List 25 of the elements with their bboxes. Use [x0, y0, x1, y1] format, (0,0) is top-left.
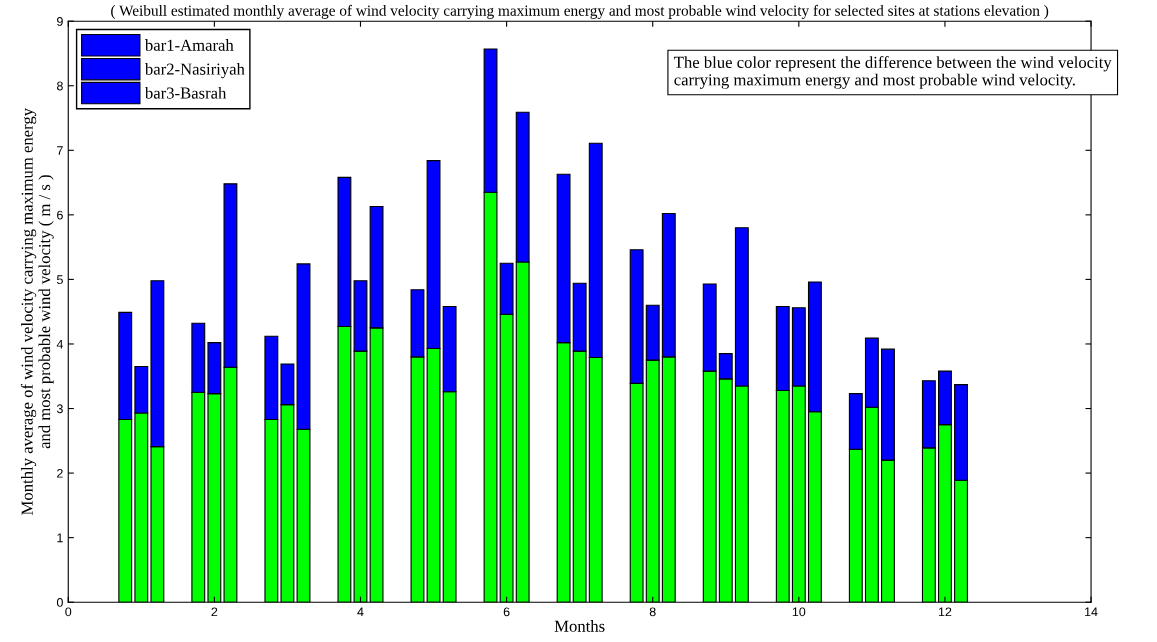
x-axis-title: Months — [554, 620, 605, 632]
x-tick-label: 12 — [938, 607, 952, 617]
x-tick-label: 14 — [1085, 607, 1098, 617]
y-tick-label: 5 — [56, 275, 63, 285]
y-tick-label: 9 — [57, 16, 63, 26]
legend-label: bar1-Amarah — [144, 39, 234, 51]
x-tick-label: 10 — [792, 607, 806, 617]
legend-label: bar3-Basrah — [144, 86, 227, 99]
y-tick-label: 1 — [57, 533, 63, 543]
y-axis-title: Monthly average of wind velocity carrying maximum energy and most probable wind velocity ( m / s ) — [20, 108, 54, 515]
chart-title: ( Weibull estimated monthly average of wind velocity carrying maximum energy and most probable wind velocity for selected sites at stations elevation ) — [111, 4, 1049, 19]
y-tick-label: 3 — [56, 404, 63, 414]
y-tick-label: 2 — [57, 468, 63, 478]
x-tick-label: 2 — [211, 607, 218, 617]
x-tick-label: 0 — [65, 607, 72, 617]
y-tick-label: 6 — [57, 210, 63, 220]
y-tick-label: 8 — [56, 81, 63, 91]
y-tick-label: 4 — [56, 339, 64, 349]
x-tick-label: 8 — [649, 607, 656, 617]
x-tick-label: 6 — [503, 607, 510, 617]
annotation: The blue color represent the difference between the wind velocity carrying maximum energy and most probable wind velocity. — [674, 56, 1112, 89]
y-tick-label: 0 — [56, 598, 63, 607]
legend-label: bar2-Nasiriyah — [144, 63, 245, 79]
x-tick-label: 4 — [357, 607, 364, 617]
y-tick-label: 7 — [57, 146, 63, 155]
